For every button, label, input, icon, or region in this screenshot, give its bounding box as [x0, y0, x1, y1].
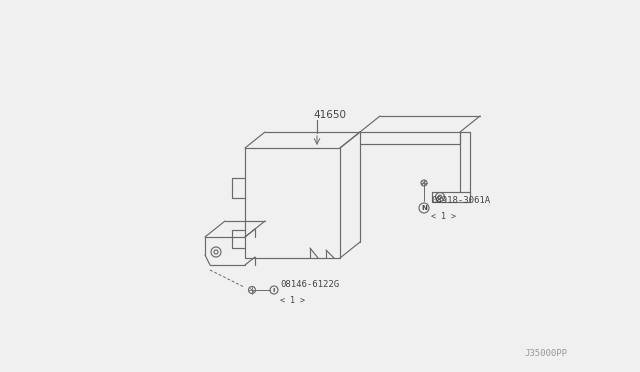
Text: < 1 >: < 1 >: [280, 296, 305, 305]
Text: I: I: [273, 288, 275, 292]
Text: < 1 >: < 1 >: [431, 212, 456, 221]
Text: 41650: 41650: [313, 110, 346, 120]
Text: 08918-3061A: 08918-3061A: [431, 196, 490, 205]
Text: J35000PP: J35000PP: [524, 349, 567, 358]
Text: 08146-6122G: 08146-6122G: [280, 280, 339, 289]
Text: N: N: [421, 205, 427, 211]
